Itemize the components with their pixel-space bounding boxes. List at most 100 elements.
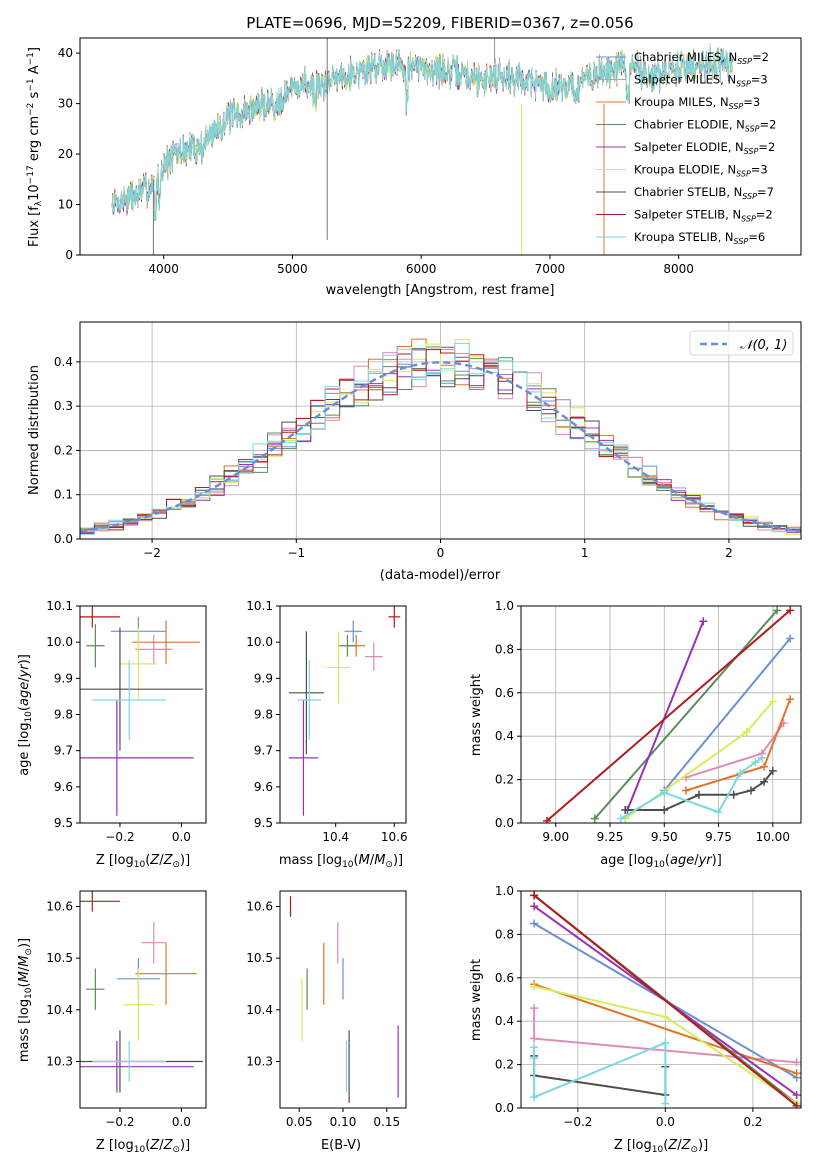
- x-tick-label: 4000: [148, 262, 179, 276]
- mass-vs-ebv-panel: 0.05 0.10 0.15 10.3 10.4 10.5 10.6 E(B-V): [246, 890, 407, 1153]
- residuals-xlabel: (data-model)/error: [380, 568, 501, 583]
- weight-marker-kroupa-stelib: [736, 769, 745, 778]
- legend-label-salpeter-miles: Salpeter MILES, NSSP=3: [634, 73, 768, 89]
- weight-marker-kroupa-miles: [760, 762, 769, 771]
- weight-marker-chabrier-stelib: [729, 790, 738, 799]
- spectrum-line-kroupa-stelib: [111, 46, 734, 221]
- residuals-panel: −2 −1 0 1 2 0.0 0.1 0.2 0.3 0.4 𝒩(0, 1) (data-mod…: [27, 321, 802, 583]
- y-tick-label: 1.0: [495, 599, 514, 613]
- weight-marker-salpeter-stelib: [792, 1101, 801, 1108]
- y-tick-label: 10.6: [246, 900, 273, 914]
- mass-weight-vs-age-xlabel: age [log10(age/yr)]: [600, 853, 722, 870]
- y-tick-label: 9.6: [54, 780, 73, 794]
- residuals-legend: 𝒩(0, 1): [689, 330, 794, 356]
- weight-marker-chabrier-elodie: [773, 606, 782, 615]
- weight-marker-salpeter-stelib: [786, 606, 795, 615]
- y-tick-label: 1.0: [495, 884, 514, 898]
- y-tick-label: 0.8: [495, 927, 514, 941]
- y-tick-label: 0.0: [54, 532, 73, 546]
- weight-marker-kroupa-miles: [786, 695, 795, 704]
- y-tick-label: 0.2: [495, 773, 514, 787]
- age-vs-mass-xlabel: mass [log10(M/M⊙)]: [279, 853, 403, 870]
- legend-label-salpeter-elodie: Salpeter ELODIE, NSSP=2: [634, 140, 775, 156]
- legend-label-chabrier-stelib: Chabrier STELIB, NSSP=7: [634, 185, 774, 201]
- weight-marker-kroupa-stelib: [751, 758, 760, 767]
- weight-line-salpeter-elodie: [626, 620, 705, 811]
- y-tick-label: 10.3: [46, 1055, 73, 1069]
- y-tick-label: 10.0: [246, 635, 273, 649]
- x-tick-label: 0.15: [373, 1115, 400, 1129]
- x-tick-label: 5000: [277, 262, 308, 276]
- weight-marker-chabrier-stelib: [660, 805, 669, 814]
- y-tick-label: 0.0: [495, 1101, 514, 1115]
- legend-label-chabrier-elodie: Chabrier ELODIE, NSSP=2: [634, 118, 776, 134]
- mass-vs-ebv-xlabel: E(B-V): [321, 1138, 361, 1153]
- mass-weight-vs-age-ylabel: mass weight: [469, 674, 484, 756]
- x-tick-label: 8000: [663, 262, 694, 276]
- gaussian-curve: [80, 361, 801, 533]
- y-tick-label: 10.0: [46, 635, 73, 649]
- legend-label-salpeter-stelib: Salpeter STELIB, NSSP=2: [634, 208, 773, 224]
- x-tick-label: 6000: [406, 262, 437, 276]
- y-tick-label: 0.4: [495, 729, 514, 743]
- x-tick-label: 9.50: [651, 830, 678, 844]
- y-tick-label: 0.2: [495, 1058, 514, 1072]
- weight-marker-kroupa-elodie: [768, 697, 777, 706]
- legend-label-kroupa-elodie: Kroupa ELODIE, NSSP=3: [634, 163, 768, 179]
- weight-line-chabrier-miles: [663, 637, 791, 792]
- weight-marker-chabrier-elodie: [590, 814, 599, 823]
- weight-marker-kroupa-stelib: [661, 1099, 670, 1108]
- weight-marker-salpeter-stelib: [530, 891, 539, 900]
- y-tick-label: 10.5: [46, 951, 73, 965]
- x-tick-label: −1: [287, 546, 305, 560]
- weight-marker-salpeter-elodie: [792, 1090, 801, 1099]
- x-tick-label: 0.0: [172, 1115, 191, 1129]
- weight-marker-chabrier-stelib: [621, 805, 630, 814]
- y-tick-label: 10.1: [246, 599, 273, 613]
- weight-marker-salpeter-elodie: [530, 902, 539, 911]
- weight-line-salpeter-stelib: [546, 609, 791, 822]
- y-tick-label: 20: [58, 147, 73, 161]
- x-tick-label: 9.75: [705, 830, 732, 844]
- weight-marker-chabrier-stelib: [694, 790, 703, 799]
- x-tick-label: 0.2: [743, 1115, 762, 1129]
- y-tick-label: 30: [58, 97, 73, 111]
- histogram-kroupa-stelib: [80, 342, 801, 537]
- x-tick-label: 0.0: [172, 830, 191, 844]
- weight-marker-kroupa-miles: [681, 786, 690, 795]
- y-tick-label: 0.2: [54, 443, 73, 457]
- x-tick-label: 9.00: [542, 830, 569, 844]
- age-vs-metallicity-panel: −0.2 0.0 9.5 9.6 9.7 9.8 9.9 10.0 10.1 Z [log10(…: [17, 599, 207, 870]
- y-tick-label: 0.6: [495, 686, 514, 700]
- mass-vs-metallicity-xlabel: Z [log10(Z/Z⊙)]: [96, 1138, 190, 1155]
- x-tick-label: −2: [143, 546, 161, 560]
- x-tick-label: 0.05: [286, 1115, 313, 1129]
- age-vs-mass-panel: 10.4 10.6 9.5 9.6 9.7 9.8 9.9 10.0 10.1 mass [lo…: [246, 599, 407, 870]
- mass-weight-vs-metallicity-ylabel: mass weight: [469, 959, 484, 1041]
- weight-marker-kroupa-stelib: [757, 753, 766, 762]
- y-tick-label: 10: [58, 198, 73, 212]
- y-tick-label: 10.4: [246, 1003, 273, 1017]
- y-tick-label: 10.1: [46, 599, 73, 613]
- y-tick-label: 9.6: [254, 780, 273, 794]
- weight-line-kroupa-stelib: [620, 757, 763, 820]
- mass-vs-metallicity-panel: −0.2 0.010.310.410.510.6 Z [log10(Z/Z⊙)] …: [17, 890, 207, 1155]
- weight-marker-kroupa-stelib: [616, 814, 625, 823]
- y-tick-label: 9.7: [54, 744, 73, 758]
- weight-marker-chabrier-miles: [530, 919, 539, 928]
- weight-marker-kroupa-stelib: [530, 1043, 539, 1052]
- x-tick-label: 2: [725, 546, 733, 560]
- x-tick-label: 10.4: [322, 830, 349, 844]
- x-tick-label: 10.6: [381, 830, 408, 844]
- weight-marker-salpeter-miles: [530, 1004, 539, 1013]
- weight-marker-kroupa-miles: [792, 1069, 801, 1078]
- y-tick-label: 9.9: [54, 671, 73, 685]
- weight-marker-chabrier-miles: [786, 634, 795, 643]
- residuals-legend-label: 𝒩(0, 1): [740, 338, 787, 353]
- weight-line-kroupa-miles: [533, 983, 797, 1075]
- age-vs-metallicity-xlabel: Z [log10(Z/Z⊙)]: [96, 853, 190, 870]
- x-tick-label: −0.2: [105, 830, 134, 844]
- y-tick-label: 0: [65, 248, 73, 262]
- legend-label-kroupa-miles: Kroupa MILES, NSSP=3: [634, 95, 760, 111]
- y-tick-label: 0.8: [495, 642, 514, 656]
